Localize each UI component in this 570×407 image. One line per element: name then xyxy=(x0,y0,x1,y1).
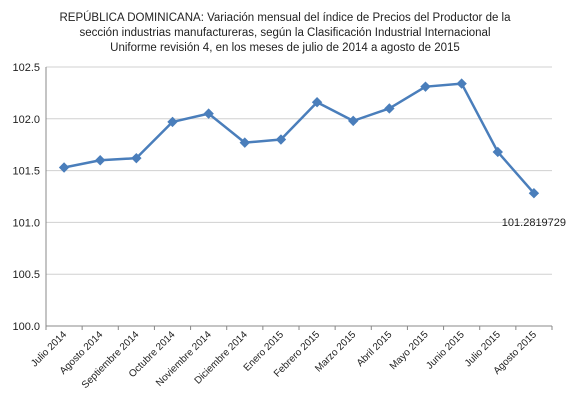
chart-title-line-3: Uniforme revisión 4, en los meses de jul… xyxy=(110,42,460,54)
x-tick-label: Mayo 2015 xyxy=(388,329,431,372)
chart-title-line-2: sección industrias manufactureras, según… xyxy=(79,27,490,39)
gridlines xyxy=(45,66,553,330)
data-point xyxy=(311,97,323,108)
y-tick-label: 102.0 xyxy=(12,114,40,126)
data-point xyxy=(528,187,540,199)
y-tick-label: 100.0 xyxy=(12,321,40,333)
x-tick-label: Junio 2015 xyxy=(424,329,467,372)
data-point xyxy=(420,81,431,92)
y-tick-label: 102.5 xyxy=(12,62,40,74)
data-point xyxy=(384,103,395,114)
data-point xyxy=(456,78,467,89)
series xyxy=(58,78,540,199)
data-point xyxy=(95,155,106,166)
y-axis-tick-labels: 100.0 100.5 101.0 101.5 102.0 102.5 xyxy=(12,62,40,333)
series-line xyxy=(63,82,535,195)
data-point xyxy=(239,137,250,148)
data-point xyxy=(167,116,178,128)
chart-title-line-1: REPÚBLICA DOMINICANA: Variación mensual … xyxy=(59,11,511,24)
data-point xyxy=(131,152,142,164)
data-point xyxy=(348,115,359,127)
y-tick-label: 100.5 xyxy=(12,269,40,281)
data-label: 101.2819729 xyxy=(502,217,566,229)
y-tick-label: 101.0 xyxy=(12,217,40,229)
chart-title: REPÚBLICA DOMINICANA: Variación mensual … xyxy=(59,11,511,54)
data-point xyxy=(203,108,214,119)
data-point xyxy=(58,162,70,173)
data-point xyxy=(492,146,503,158)
y-tick-label: 101.5 xyxy=(12,166,40,178)
data-point xyxy=(275,134,287,145)
data-labels: 101.2819729 xyxy=(502,217,566,229)
